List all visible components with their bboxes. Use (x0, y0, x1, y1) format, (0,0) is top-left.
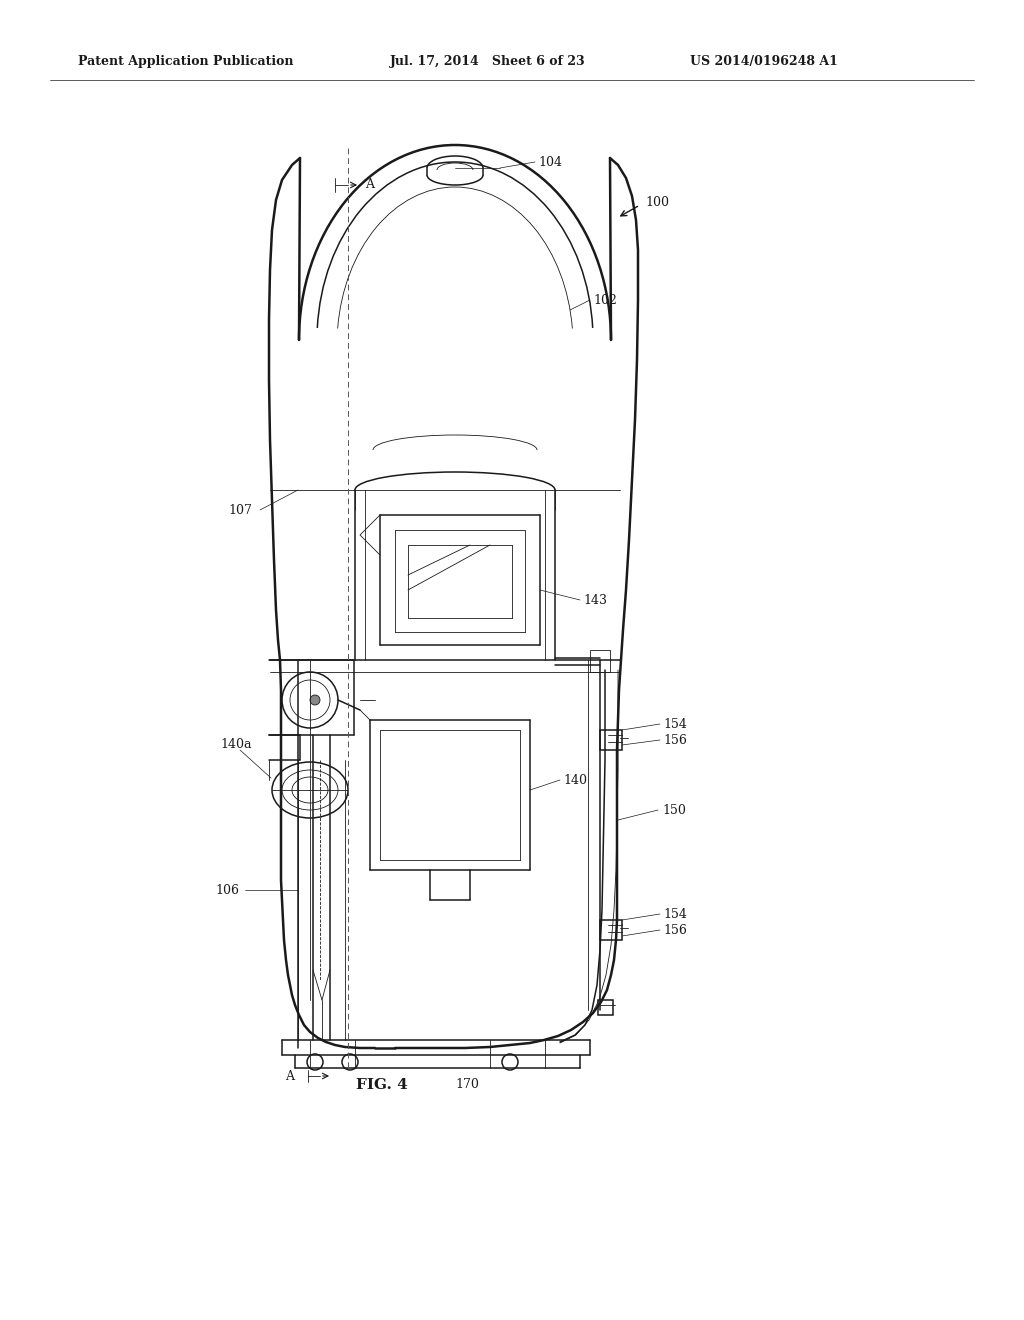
Bar (598, 1001, 613, 1015)
Text: A: A (365, 178, 374, 191)
Text: 150: 150 (662, 804, 686, 817)
Text: 140a: 140a (220, 738, 252, 751)
Text: 100: 100 (645, 195, 669, 209)
Bar (590, 649, 610, 672)
Text: Jul. 17, 2014   Sheet 6 of 23: Jul. 17, 2014 Sheet 6 of 23 (390, 55, 586, 69)
Text: 156: 156 (663, 924, 687, 936)
Bar (600, 920, 622, 940)
Text: 102: 102 (593, 293, 616, 306)
Text: 154: 154 (663, 718, 687, 730)
Text: 106: 106 (215, 883, 239, 896)
Text: Patent Application Publication: Patent Application Publication (78, 55, 294, 69)
Text: 104: 104 (538, 156, 562, 169)
Text: A: A (285, 1069, 294, 1082)
Text: FIG. 4: FIG. 4 (356, 1078, 408, 1092)
Bar (600, 730, 622, 750)
Text: 107: 107 (228, 503, 252, 516)
Text: 154: 154 (663, 908, 687, 920)
Text: US 2014/0196248 A1: US 2014/0196248 A1 (690, 55, 838, 69)
Text: 156: 156 (663, 734, 687, 747)
Text: 170: 170 (455, 1078, 479, 1092)
Circle shape (310, 696, 319, 705)
Text: 140: 140 (563, 774, 587, 787)
Text: 143: 143 (583, 594, 607, 606)
